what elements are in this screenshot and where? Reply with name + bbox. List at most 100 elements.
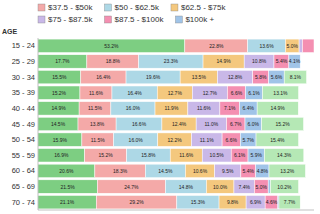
data-label: 15.4%	[270, 137, 285, 143]
data-label: 14.9%	[217, 58, 232, 64]
bar-segment	[38, 86, 80, 99]
data-label: 10.0%	[213, 184, 228, 190]
data-label: 15.9%	[53, 137, 68, 143]
data-label: 14.9%	[271, 105, 286, 111]
data-label: 13.5%	[192, 74, 207, 80]
bar-segment	[166, 180, 207, 193]
bar-segment	[185, 164, 214, 177]
data-label: 11.0%	[204, 121, 218, 127]
data-label: 6.1%	[248, 90, 260, 96]
bar-segment	[170, 149, 202, 162]
y-tick-label: 45 - 49	[12, 120, 35, 129]
y-tick-label: 60 - 64	[12, 166, 35, 175]
bar-segment	[80, 86, 112, 99]
data-label: 24.7%	[124, 184, 139, 190]
bar-segment	[302, 39, 314, 52]
y-tick-label: 50 - 54	[12, 135, 35, 144]
bar-segment	[191, 133, 222, 146]
legend-label: $75 - $87.5k	[48, 15, 93, 24]
bar-segment	[111, 102, 155, 115]
bar-segment	[38, 102, 79, 115]
bar-segment	[112, 86, 157, 99]
bar-segment	[38, 117, 78, 130]
data-label: 16.4%	[96, 74, 111, 80]
bar-segment	[248, 39, 286, 52]
bar-segment	[206, 180, 234, 193]
data-label: 10.8%	[252, 58, 267, 64]
data-label: 53.2%	[104, 43, 119, 49]
bar-segment	[177, 195, 219, 208]
bars	[38, 39, 314, 209]
axis-line	[38, 210, 314, 211]
bar-segment	[81, 70, 126, 83]
data-label: 23.3%	[164, 58, 179, 64]
data-label: 29.2%	[129, 199, 144, 205]
data-label: 10.2%	[277, 184, 292, 190]
data-label: 18.8%	[106, 58, 121, 64]
data-label: 10.5%	[210, 152, 225, 158]
data-label: 15.2%	[52, 90, 67, 96]
bar-segment	[95, 164, 146, 177]
data-label: 12.7%	[203, 90, 218, 96]
bar-segment	[248, 149, 264, 162]
bar-segment	[87, 55, 139, 68]
bar-segment	[82, 133, 114, 146]
data-label: 17.7%	[55, 58, 70, 64]
bar-segment	[155, 102, 188, 115]
bar-segment	[188, 102, 220, 115]
bar-segment	[114, 133, 158, 146]
data-label: 14.3%	[277, 152, 292, 158]
data-label: 11.9%	[165, 105, 179, 111]
data-label: 16.0%	[129, 137, 144, 143]
bar-segment	[145, 164, 185, 177]
data-label: 15.2%	[275, 121, 290, 127]
legend: $37.5 - $50k$50 - $62.5k$62.5 - $75k$75 …	[38, 3, 226, 24]
legend-swatch	[104, 16, 111, 23]
data-label: 5.8%	[255, 74, 267, 80]
bar-segment	[203, 55, 244, 68]
y-tick-label: 65 - 69	[12, 182, 35, 191]
bar-segment	[256, 164, 269, 177]
data-label: 18.3%	[113, 168, 128, 174]
data-label: 6.7%	[230, 121, 242, 127]
bar-segment	[217, 70, 252, 83]
y-tick-label: 35 - 39	[12, 88, 35, 97]
data-label: 11.6%	[179, 152, 193, 158]
y-tick-label: 15 - 24	[12, 41, 35, 50]
data-label: 5.4%	[276, 58, 288, 64]
data-label: 20.6%	[59, 168, 74, 174]
data-label: 10.6%	[193, 168, 208, 174]
bar-segment	[78, 117, 116, 130]
bar-segment	[219, 195, 246, 208]
bar-segment	[245, 117, 262, 130]
data-label: 14.8%	[179, 184, 194, 190]
data-label: 11.5%	[91, 137, 105, 143]
data-label: 5.0%	[286, 43, 298, 49]
bar-segment	[38, 55, 87, 68]
bar-segment	[192, 86, 227, 99]
bar-segment	[79, 102, 111, 115]
data-label: 4.8%	[257, 168, 269, 174]
bar-segment	[202, 149, 231, 162]
bar-segment	[246, 86, 263, 99]
bar-segment	[289, 55, 300, 68]
bar-segment	[279, 195, 300, 208]
data-label: 15.3%	[191, 199, 206, 205]
bar-segment	[97, 180, 165, 193]
bar-segment	[185, 39, 248, 52]
bar-segment	[265, 195, 278, 208]
data-label: 12.2%	[168, 137, 183, 143]
data-label: 7.1%	[224, 105, 236, 111]
bar-segment	[274, 55, 289, 68]
legend-swatch	[171, 4, 178, 11]
data-label: 13.6%	[259, 43, 274, 49]
data-label: 9.5%	[222, 168, 234, 174]
bar-segment	[38, 39, 185, 52]
data-label: 6.0%	[248, 121, 260, 127]
data-label: 13.1%	[273, 90, 288, 96]
bar-segment	[162, 117, 196, 130]
data-label: 22.8%	[209, 43, 224, 49]
data-label: 8.1%	[290, 74, 302, 80]
data-label: 12.7%	[168, 90, 183, 96]
data-label: 5.9%	[250, 152, 262, 158]
